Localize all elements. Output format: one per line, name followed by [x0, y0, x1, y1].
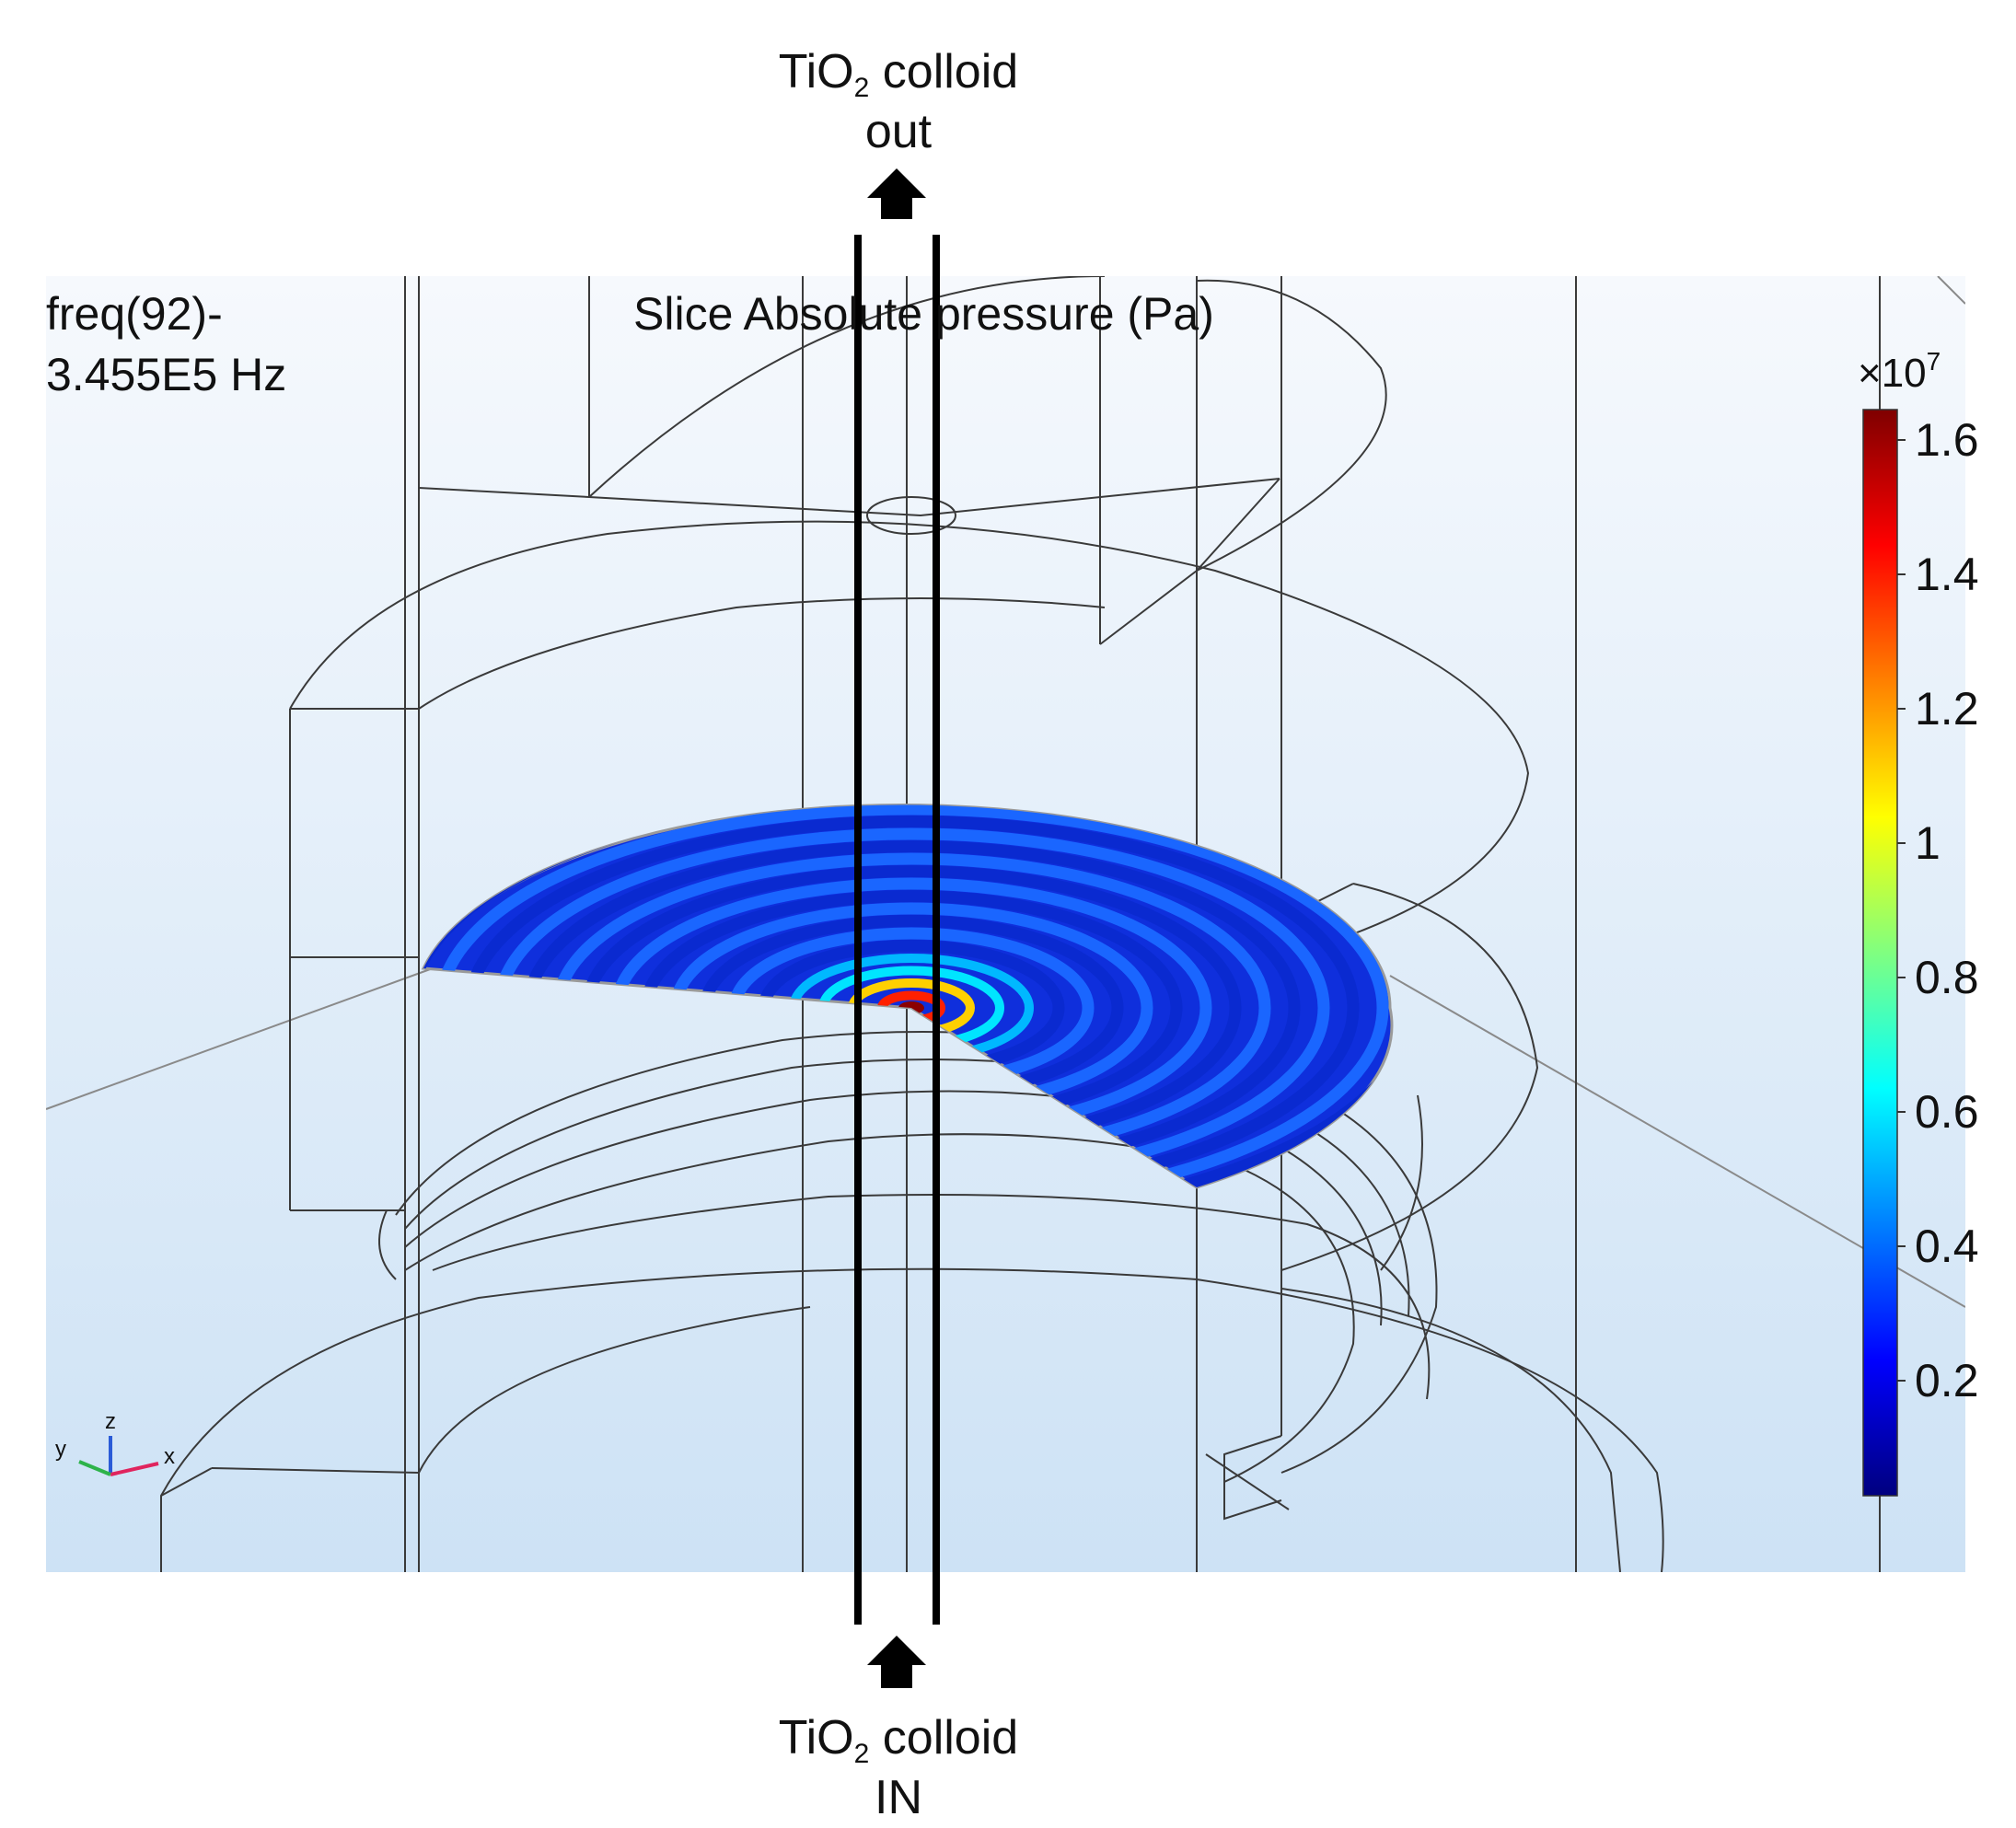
colorbar-tick-label: 1.2 [1915, 683, 1979, 735]
flow-tube [854, 235, 940, 1625]
axis-z-label: z [105, 1409, 116, 1434]
inlet-label-line2: IN [875, 1771, 922, 1824]
axis-triad: z x y [55, 1409, 175, 1476]
arrow-up-in-icon [867, 1636, 926, 1688]
axis-x-label: x [164, 1444, 175, 1469]
colorbar-multiplier: ×107 [1858, 347, 1941, 396]
plot-title: Slice Absolute pressure (Pa) [633, 288, 1214, 340]
colorbar-tick-label: 1.6 [1915, 414, 1979, 466]
outlet-label: TiO2 colloid [779, 45, 1018, 103]
colorbar-tick-label: 0.2 [1915, 1355, 1979, 1406]
frequency-label-line2: 3.455E5 Hz [46, 349, 286, 400]
arrow-up-out-icon [867, 168, 926, 219]
colorbar-gradient [1862, 409, 1898, 1497]
inlet-label: TiO2 colloid [779, 1711, 1018, 1769]
colorbar-tick-label: 0.6 [1915, 1086, 1979, 1138]
colorbar: 1.6 1.4 1.2 1 0.8 0.6 0.4 0.2 ×107 [1858, 347, 1979, 1497]
colorbar-tick-label: 0.8 [1915, 952, 1979, 1003]
axis-y-label: y [55, 1437, 66, 1462]
colorbar-tick-label: 0.4 [1915, 1221, 1979, 1272]
frequency-label-line1: freq(92)- [46, 288, 223, 340]
outlet-label-line2: out [865, 105, 933, 158]
colorbar-tick-label: 1 [1915, 817, 1941, 869]
colorbar-tick-label: 1.4 [1915, 549, 1979, 600]
